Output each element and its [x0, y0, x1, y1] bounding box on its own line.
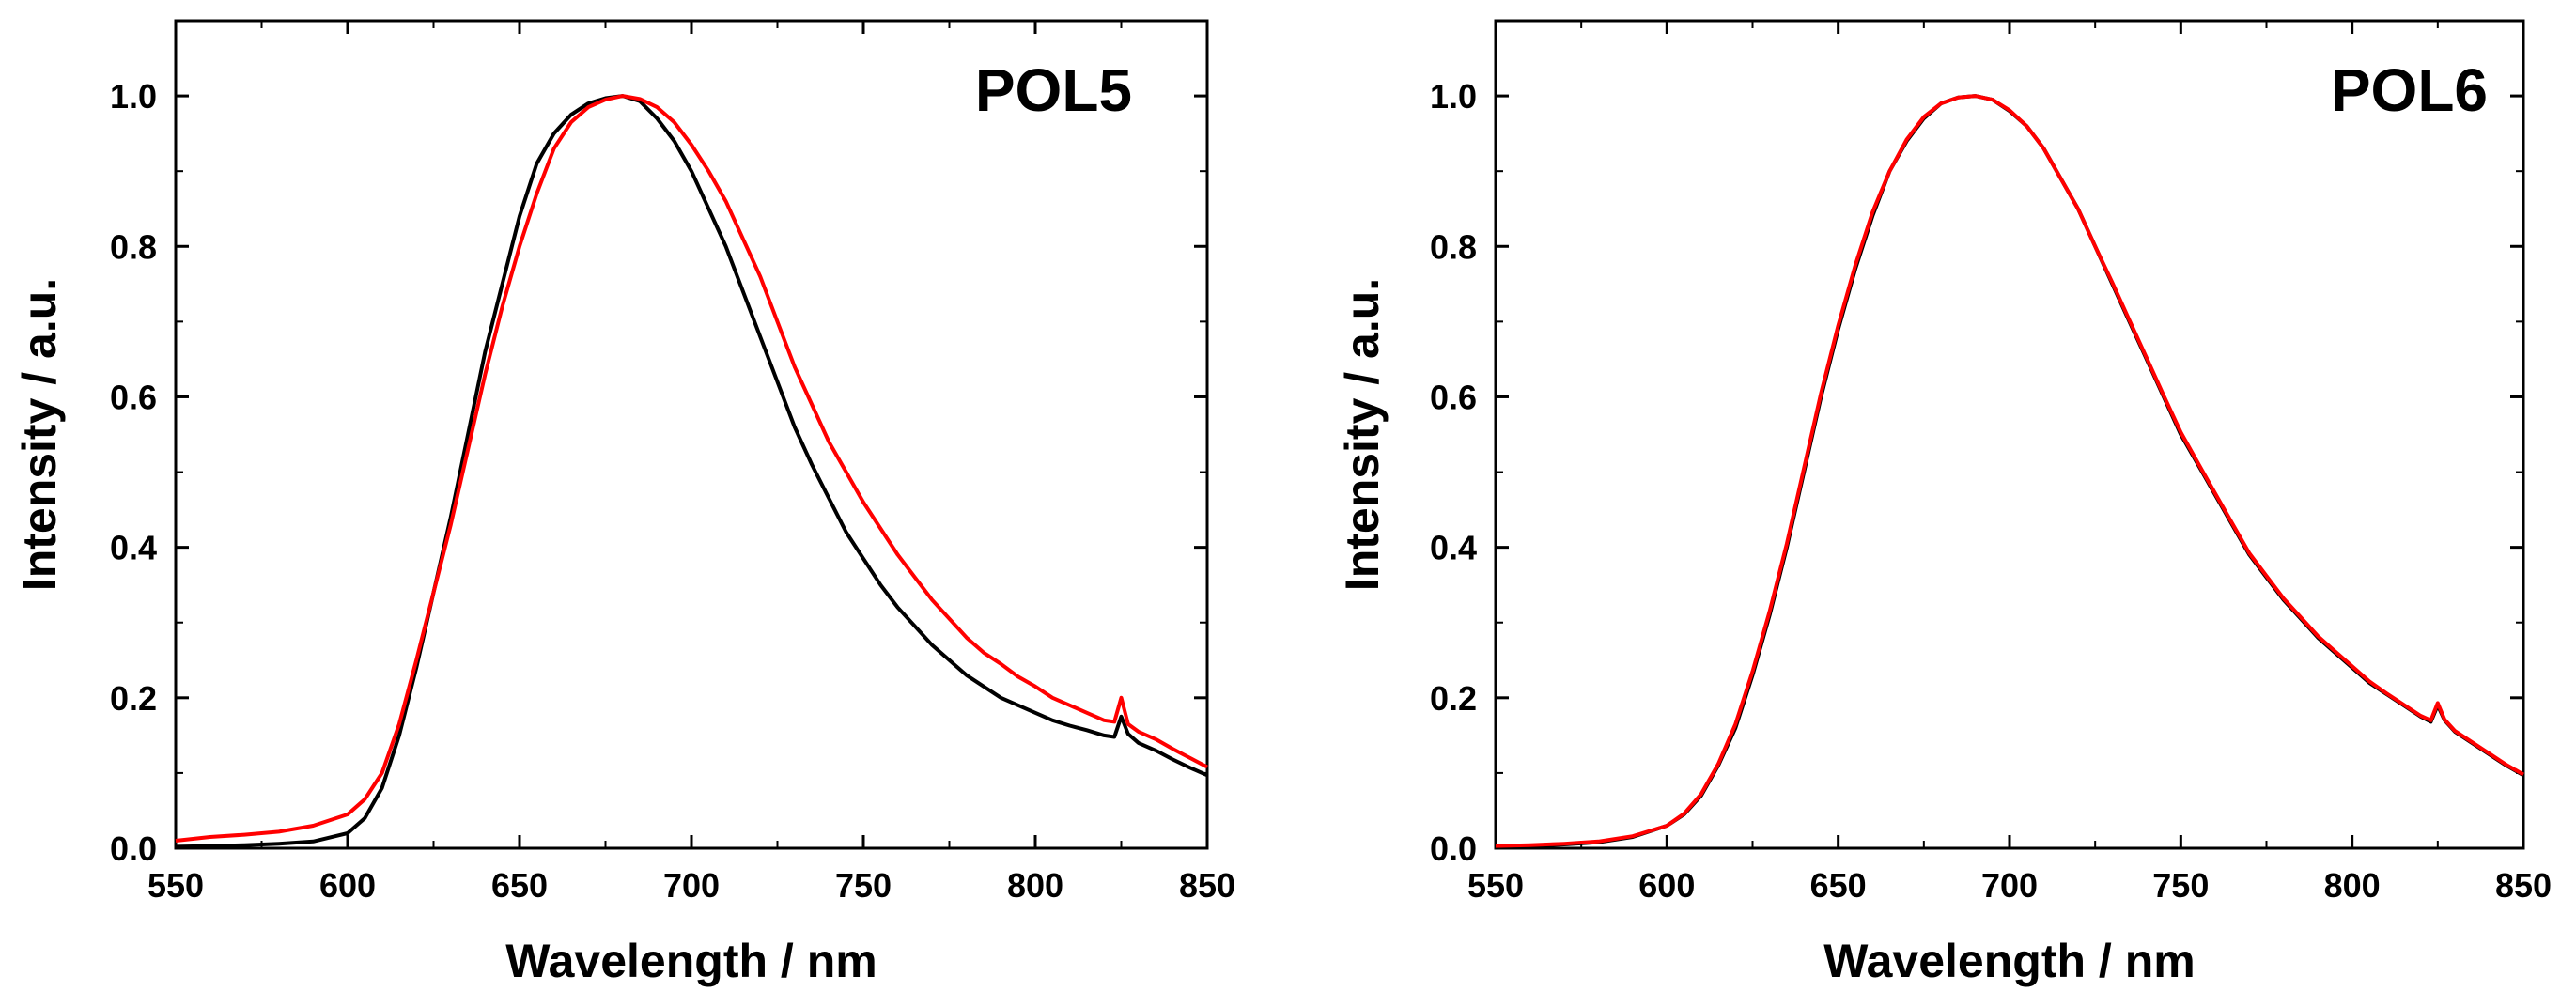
x-tick-label: 650	[491, 866, 548, 905]
chart-panel-2: 550 600 650 700 750 800 850 0.0 0.2 0.4 0.6 0.8 1.0 W…	[1336, 19, 2552, 987]
x-tick-label: 800	[2324, 866, 2381, 905]
x-tick-label: 650	[1810, 866, 1867, 905]
y-tick-label: 0.8	[1430, 227, 1477, 266]
y-tick-label: 0.6	[110, 378, 157, 416]
y-tick-label: 1.0	[1430, 77, 1477, 116]
series-line-black	[175, 94, 1208, 849]
x-tick-label: 850	[2495, 866, 2552, 905]
y-tick-label: 0.0	[1430, 829, 1477, 868]
x-tick-label: 600	[319, 866, 376, 905]
y-tick-label: 1.0	[110, 77, 157, 116]
chart-panel-1: 550 600 650 700 750 800 850 0.0 0.2 0.4 0.6 0.8 1.0 W…	[13, 19, 1235, 987]
panel-title: POL6	[2331, 56, 2488, 124]
x-tick-label: 550	[1467, 866, 1524, 905]
x-tick-label: 750	[835, 866, 892, 905]
series-line-red	[1495, 94, 2524, 848]
plot-frame	[1494, 19, 2525, 850]
y-tick-label: 0.2	[110, 679, 157, 718]
x-axis-title: Wavelength / nm	[505, 935, 877, 987]
y-tick-label: 0.6	[1430, 378, 1477, 416]
x-axis-title: Wavelength / nm	[1823, 935, 2195, 987]
panel-title: POL5	[975, 56, 1132, 124]
x-tick-label: 600	[1638, 866, 1695, 905]
x-tick-label: 800	[1007, 866, 1063, 905]
y-tick-label: 0.4	[1430, 529, 1477, 567]
series-line-black	[1495, 94, 2524, 849]
x-tick-label: 700	[1981, 866, 2038, 905]
series-line-red	[175, 94, 1208, 843]
y-tick-label: 0.8	[110, 227, 157, 266]
y-axis-title: Intensity / a.u.	[1336, 278, 1389, 591]
x-tick-label: 550	[147, 866, 204, 905]
y-tick-label: 0.0	[110, 829, 157, 868]
y-axis-title: Intensity / a.u.	[13, 278, 66, 591]
x-tick-label: 700	[663, 866, 720, 905]
y-tick-label: 0.2	[1430, 679, 1477, 718]
y-tick-label: 0.4	[110, 529, 157, 567]
x-tick-label: 850	[1179, 866, 1235, 905]
x-tick-label: 750	[2152, 866, 2209, 905]
